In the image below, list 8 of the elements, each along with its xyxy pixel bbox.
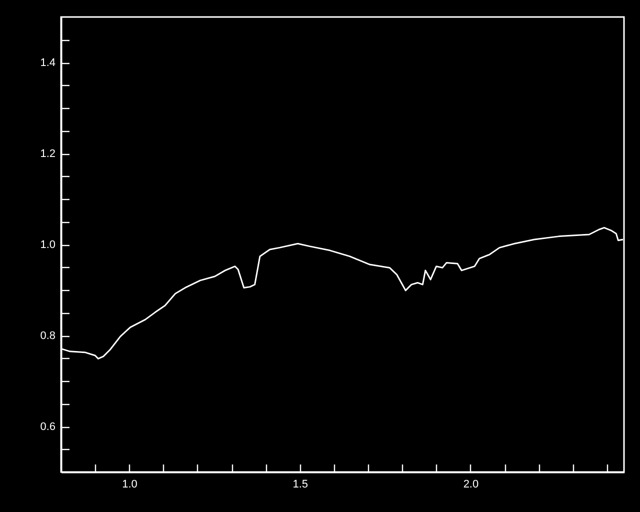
x-tick-label: 2.0 — [463, 478, 479, 490]
y-tick-label: 0.6 — [40, 421, 56, 433]
y-tick-label: 1.4 — [40, 57, 56, 69]
x-tick-label: 1.5 — [292, 478, 308, 490]
x-tick-label: 1.0 — [122, 478, 138, 490]
y-tick-label: 0.8 — [40, 330, 56, 342]
y-tick-label: 1.0 — [40, 239, 56, 251]
y-tick-label: 1.2 — [40, 148, 56, 160]
